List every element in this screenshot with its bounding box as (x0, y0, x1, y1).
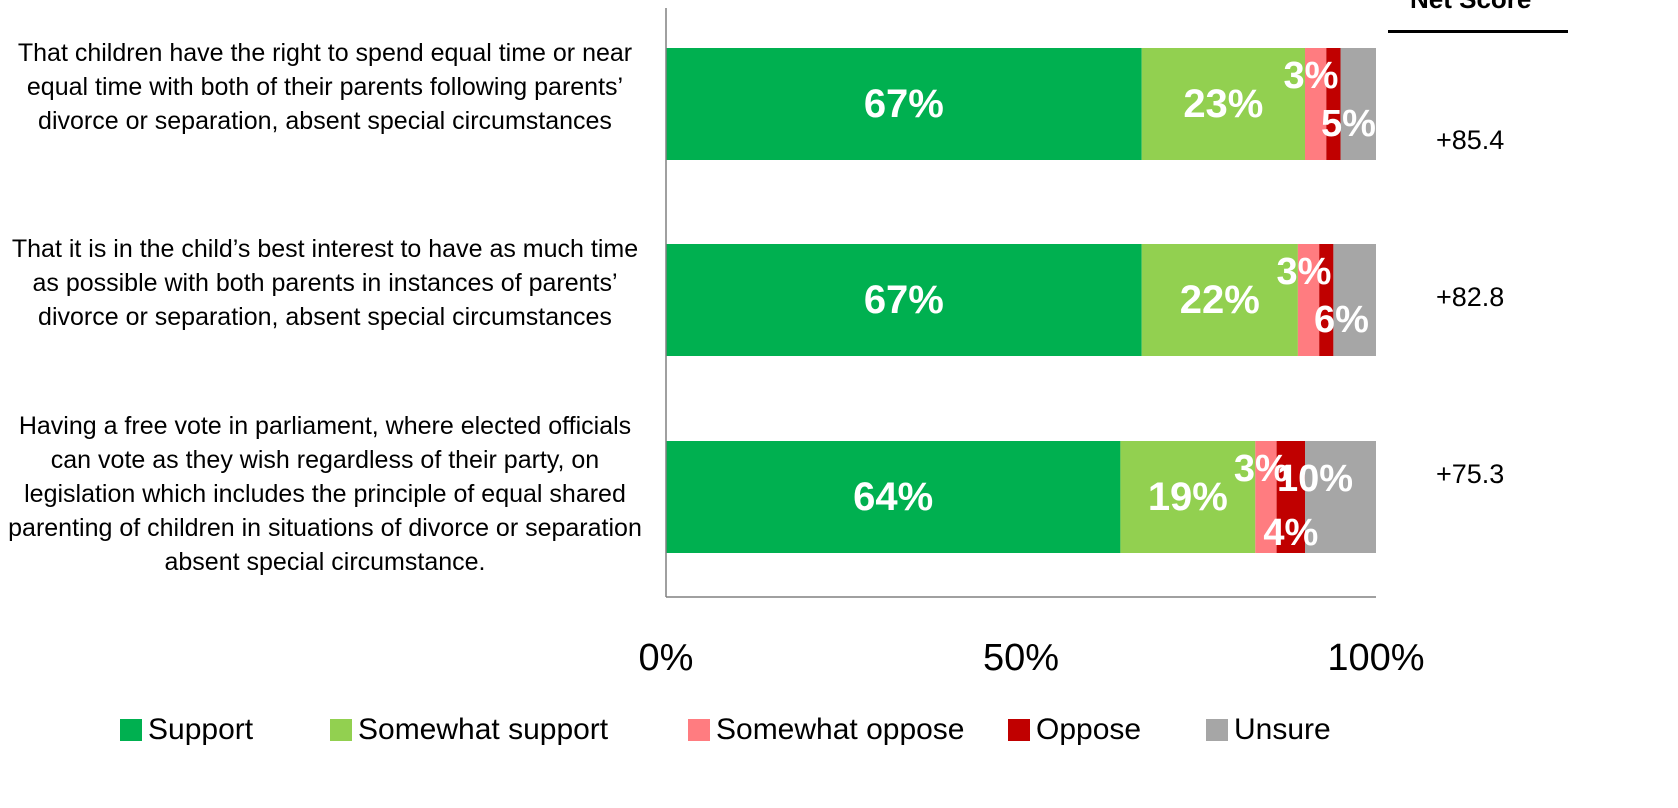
x-tick-label-1: 0% (639, 637, 694, 679)
bar-unsure-3 (1305, 441, 1376, 553)
data-label-support-2: 67% (864, 278, 944, 322)
data-label-support-1: 67% (864, 82, 944, 126)
legend-item-unsure: Unsure (1206, 713, 1366, 747)
legend-item-somewhat-support: Somewhat support (330, 713, 688, 747)
bars-layer (666, 48, 1376, 553)
category-label-1: That children have the right to spend eq… (17, 39, 633, 135)
data-label-somewhat-oppose-3: 3% (1234, 448, 1289, 490)
bar-somewhat-oppose-3 (1255, 441, 1277, 553)
legend-item-oppose: Oppose (1008, 713, 1206, 747)
data-labels-layer: 67% 23%3%5%67% 22%3%6%64% 19%3%4%10% (853, 55, 1376, 554)
data-label-somewhat-support-1: 23% (1183, 82, 1263, 126)
net-score-value-3: +75.3 (1436, 459, 1505, 489)
legend-label-unsure: Unsure (1234, 713, 1331, 746)
category-label-2: That it is in the child’s best interest … (11, 235, 639, 331)
legend-swatch-somewhat-support (330, 719, 352, 741)
x-tick-label-2: 50% (983, 637, 1059, 679)
data-label-unsure-1: 5% (1321, 103, 1376, 145)
bar-support-3 (666, 441, 1121, 553)
net-score-value-1: +85.4 (1436, 125, 1505, 155)
legend-swatch-oppose (1008, 719, 1030, 741)
data-label-unsure-2: 6% (1314, 299, 1369, 341)
net-score-rule (1388, 30, 1568, 33)
category-label-3: Having a free vote in parliament, where … (8, 412, 642, 576)
bar-unsure-2 (1333, 244, 1376, 356)
data-label-unsure-3: 10% (1277, 458, 1353, 500)
bar-oppose-3 (1276, 441, 1305, 553)
bar-somewhat-oppose-2 (1297, 244, 1320, 356)
legend-label-support: Support (148, 713, 254, 746)
legend-swatch-somewhat-oppose (688, 719, 710, 741)
net-score-value-2: +82.8 (1436, 282, 1505, 312)
bar-somewhat-support-3 (1120, 441, 1256, 553)
bar-somewhat-oppose-1 (1305, 48, 1327, 160)
bar-oppose-1 (1326, 48, 1341, 160)
data-label-oppose-3: 4% (1263, 512, 1318, 554)
bar-support-1 (666, 48, 1142, 160)
data-label-somewhat-oppose-2: 3% (1276, 251, 1331, 293)
bar-somewhat-support-2 (1141, 244, 1298, 356)
legend-swatch-support (120, 719, 142, 741)
bar-unsure-1 (1340, 48, 1376, 160)
bar-somewhat-support-1 (1141, 48, 1305, 160)
x-tick-label-3: 100% (1327, 637, 1424, 679)
x-tick-labels: 0% 50% 100% (639, 637, 1425, 679)
data-label-somewhat-support-2: 22% (1180, 278, 1260, 322)
legend: Support Somewhat support Somewhat oppose… (120, 712, 1366, 748)
legend-label-somewhat-support: Somewhat support (358, 713, 609, 746)
bar-support-2 (666, 244, 1142, 356)
bar-oppose-2 (1319, 244, 1334, 356)
net-score-header: Net Score (1410, 0, 1531, 15)
legend-item-somewhat-oppose: Somewhat oppose (688, 713, 1008, 747)
legend-item-support: Support (120, 713, 330, 747)
data-label-somewhat-support-3: 19% (1148, 475, 1228, 519)
legend-label-oppose: Oppose (1036, 713, 1142, 746)
legend-swatch-unsure (1206, 719, 1228, 741)
data-label-somewhat-oppose-1: 3% (1284, 55, 1339, 97)
legend-label-somewhat-oppose: Somewhat oppose (716, 713, 965, 746)
data-label-support-3: 64% (853, 475, 933, 519)
